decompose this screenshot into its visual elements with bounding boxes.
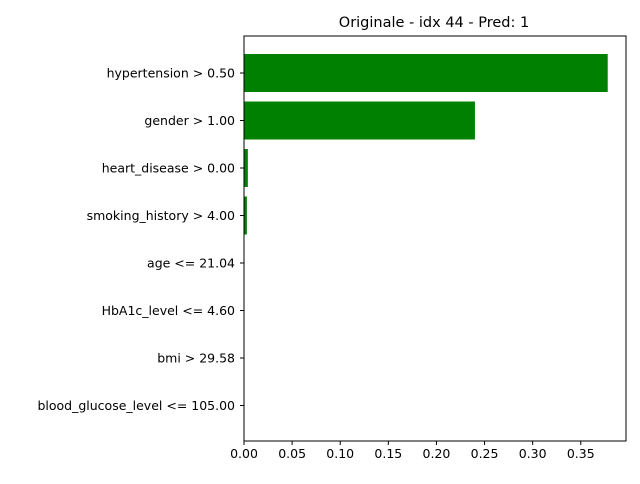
y-tick-label-7: blood_glucose_level <= 105.00 [37,398,235,413]
x-tick-label-0: 0.00 [230,446,258,461]
y-tick-label-6: bmi > 29.58 [157,351,235,366]
bar-1 [244,101,475,140]
y-tick-label-0: hypertension > 0.50 [107,66,235,81]
axes-layer: hypertension > 0.50 gender > 1.00 heart_di… [37,35,627,461]
x-tick-label-4: 0.20 [423,446,451,461]
y-tick-label-5: HbA1c_level <= 4.60 [102,303,235,318]
x-tick-label-2: 0.10 [326,446,354,461]
x-tick-label-3: 0.15 [374,446,402,461]
chart-title: Originale - idx 44 - Pred: 1 [339,15,529,31]
y-tick-label-4: age <= 21.04 [147,256,235,271]
x-tick-label-6: 0.30 [519,446,547,461]
x-tick-label-5: 0.25 [471,446,499,461]
y-tick-label-2: heart_disease > 0.00 [102,161,235,176]
bar-0 [244,54,608,92]
bars-layer [244,54,608,235]
x-tick-label-1: 0.05 [278,446,306,461]
plot-frame [243,35,627,442]
bar-3 [244,196,247,235]
y-tick-label-3: smoking_history > 4.00 [87,208,235,223]
y-tick-label-1: gender > 1.00 [144,113,235,128]
bar-2 [244,149,248,187]
x-tick-label-7: 0.35 [567,446,595,461]
